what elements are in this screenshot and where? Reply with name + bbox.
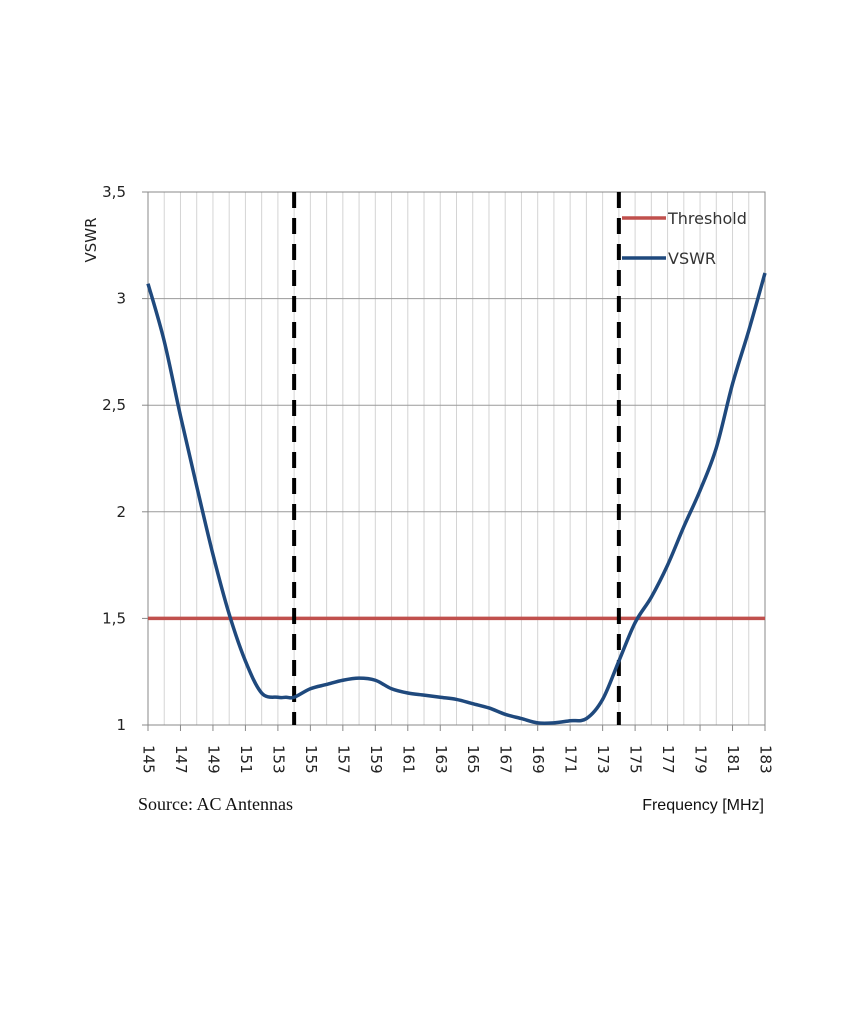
x-tick-label: 161 [399, 745, 417, 774]
y-tick-label: 2,5 [102, 396, 126, 414]
plot-area-frame [147, 191, 766, 726]
legend-label: VSWR [668, 249, 716, 268]
x-tick-label: 179 [692, 745, 710, 774]
y-axis-ticks: 1 1,5 2 2,5 3 3,5 [102, 183, 148, 734]
vertical-gridlines [163, 192, 750, 725]
x-tick-label: 165 [464, 745, 482, 774]
legend: Threshold VSWR [622, 209, 747, 268]
x-tick-label: 151 [237, 745, 255, 774]
x-tick-label: 155 [302, 745, 320, 774]
x-tick-label: 181 [724, 745, 742, 774]
y-tick-label: 1 [116, 716, 126, 734]
x-tick-label: 169 [529, 745, 547, 774]
x-axis-ticks: 145 147 149 151 153 155 157 159 161 163 165 167 169 1… [140, 725, 775, 774]
x-tick-label: 149 [204, 745, 222, 774]
legend-label: Threshold [667, 209, 747, 228]
x-tick-label: 157 [334, 745, 352, 774]
x-tick-label: 173 [594, 745, 612, 774]
x-tick-label: 159 [367, 745, 385, 774]
x-tick-label: 177 [659, 745, 677, 774]
vswr-series [146, 272, 767, 726]
x-tick-label: 183 [757, 745, 775, 774]
x-tick-label: 153 [269, 745, 287, 774]
y-tick-label: 1,5 [102, 609, 126, 627]
y-tick-label: 2 [116, 503, 126, 521]
x-tick-label: 147 [172, 745, 190, 774]
x-tick-label: 167 [497, 745, 515, 774]
y-tick-label: 3,5 [102, 183, 126, 201]
x-axis-label: Frequency [MHz] [642, 797, 764, 814]
x-tick-label: 163 [432, 745, 450, 774]
y-tick-label: 3 [116, 290, 126, 308]
frequency-band-markers [292, 192, 621, 725]
x-tick-label: 175 [627, 745, 645, 774]
x-tick-label: 145 [140, 745, 158, 774]
vswr-line [146, 272, 767, 726]
source-credit: Source: AC Antennas [138, 794, 293, 814]
x-tick-label: 171 [562, 745, 580, 774]
y-axis-label: VSWR [82, 217, 100, 262]
